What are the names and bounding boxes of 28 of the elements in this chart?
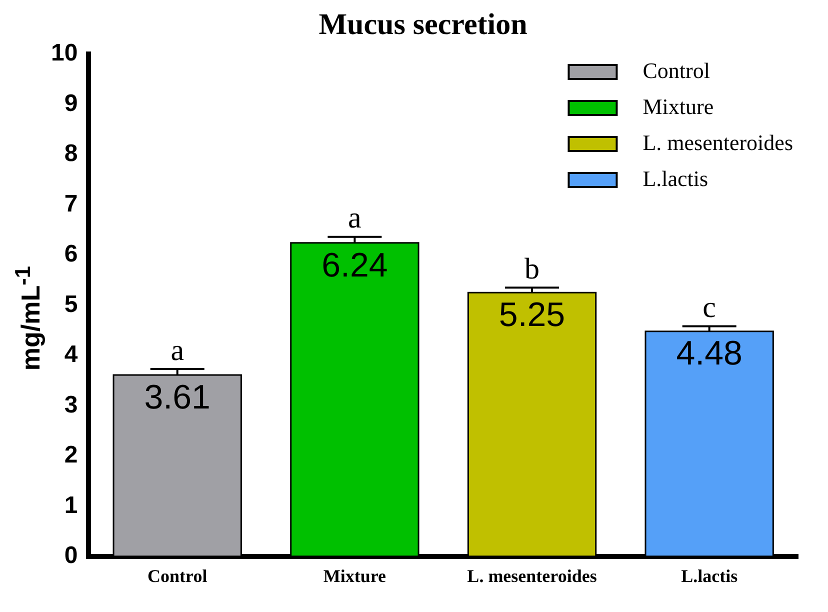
y-tick-label: 2 bbox=[64, 442, 78, 469]
x-tick-label: L. mesenteroides bbox=[467, 566, 597, 586]
y-tick-label: 8 bbox=[64, 140, 78, 168]
data-label: 5.25 bbox=[498, 296, 566, 334]
data-label: 6.24 bbox=[322, 246, 388, 284]
annotation: b bbox=[524, 252, 540, 286]
y-tick-label: 0 bbox=[64, 542, 78, 570]
legend-label: Mixture bbox=[642, 94, 714, 119]
y-tick-label: 3 bbox=[64, 391, 78, 418]
annotation: a bbox=[348, 202, 362, 235]
y-tick-label: 1 bbox=[64, 492, 78, 519]
y-tick-label: 9 bbox=[64, 90, 78, 117]
data-label: 3.61 bbox=[144, 378, 210, 416]
x-tick-label: Mixture bbox=[323, 566, 386, 586]
y-tick-label: 4 bbox=[64, 341, 78, 368]
y-tick-label: 5 bbox=[64, 290, 78, 318]
annotation: c bbox=[702, 291, 716, 324]
y-tick-label: 6 bbox=[64, 240, 78, 268]
legend-label: L. mesenteroides bbox=[642, 130, 794, 155]
chart-title: Mucus secretion bbox=[318, 8, 528, 41]
data-label: 4.48 bbox=[676, 334, 742, 373]
annotation: a bbox=[170, 334, 184, 367]
x-tick-label: Control bbox=[148, 566, 208, 586]
y-tick-label: 7 bbox=[64, 190, 78, 218]
y-tick-label: 10 bbox=[50, 40, 78, 67]
x-tick-label: L.lactis bbox=[681, 566, 738, 586]
legend-label: L.lactis bbox=[642, 166, 708, 191]
legend-label: Control bbox=[642, 58, 710, 83]
